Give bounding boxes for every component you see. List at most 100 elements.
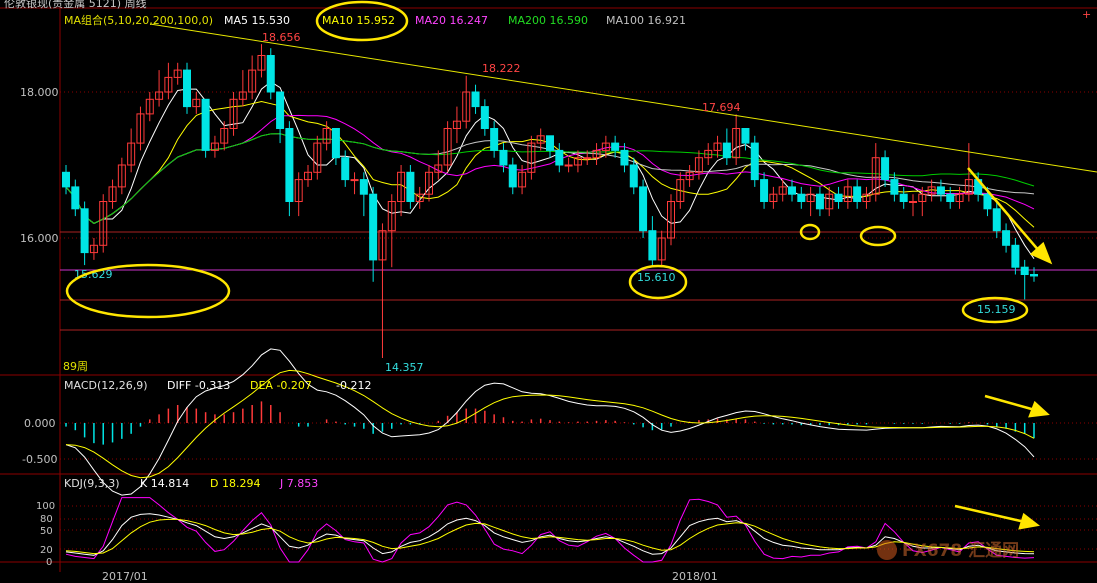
candle-body [890, 179, 899, 195]
kdj-j-line [65, 497, 1035, 563]
candle [99, 194, 108, 253]
candle-body [136, 113, 145, 144]
candle-body [685, 171, 694, 181]
candle-body [657, 237, 666, 261]
candle [155, 70, 164, 107]
candle-body [220, 128, 229, 144]
candle [909, 194, 917, 217]
candle [406, 165, 415, 209]
candle [1030, 267, 1038, 282]
candle-body [155, 91, 164, 100]
candle [881, 150, 890, 187]
candle-body [862, 193, 871, 202]
candle-body [443, 128, 452, 166]
watermark-text: FX678 汇通网 [902, 541, 1019, 561]
kdj-label: KDJ(9,3,3) [64, 477, 120, 490]
candle-body [667, 201, 675, 239]
candle [108, 179, 117, 209]
candle [201, 98, 210, 158]
candle-body [806, 193, 815, 202]
candle-body [462, 91, 471, 122]
candle-body [788, 186, 796, 195]
arrow-kdj-head [1018, 512, 1041, 530]
macd-y-tick-0: 0.000 [24, 417, 56, 430]
candle-body [936, 186, 945, 195]
candle [620, 143, 629, 173]
candle [80, 201, 89, 266]
candle [769, 186, 778, 209]
candle [369, 186, 378, 282]
candle [229, 92, 238, 136]
candle [127, 128, 136, 173]
candle [415, 186, 424, 209]
candle [583, 150, 592, 165]
candle [871, 143, 880, 202]
candle-body [750, 142, 759, 181]
candle [331, 128, 340, 165]
x-label-2018: 2018/01 [672, 570, 718, 583]
candle-body [359, 179, 368, 195]
highlight-marks [65, 0, 1029, 324]
macd-dea: DEA -0.207 [250, 379, 312, 392]
candle-body [564, 164, 573, 167]
candle [397, 165, 406, 217]
macd-dea-line [65, 369, 1035, 479]
candle-body [89, 244, 98, 254]
candle [62, 165, 70, 195]
candle-body [899, 193, 908, 202]
candle-body [732, 128, 741, 159]
expand-icon[interactable]: + [1082, 8, 1091, 21]
kdj-y-tick-80: 80 [40, 514, 53, 525]
candle [490, 121, 499, 158]
candle [648, 216, 657, 267]
highlight-small2-ellipse [859, 225, 897, 247]
candle-body [108, 186, 117, 202]
candle [257, 44, 266, 78]
ma200-value: MA200 16.590 [508, 14, 588, 27]
candle [741, 128, 750, 151]
candle-body [471, 91, 480, 108]
candle-body [71, 186, 80, 210]
candle [322, 121, 331, 151]
candle [499, 143, 508, 173]
candle [378, 223, 387, 358]
candle [964, 143, 973, 202]
candle-body [192, 98, 201, 108]
candle-body [583, 157, 592, 160]
candle-body [145, 98, 154, 115]
candle-body [741, 128, 750, 144]
ma20-value: MA20 16.247 [415, 14, 488, 27]
candle-body [722, 142, 731, 159]
candle [471, 84, 480, 114]
y-tick-18: 18.000 [20, 86, 59, 99]
watermark-logo-icon [877, 540, 897, 560]
candle [173, 62, 182, 85]
candle-body [1020, 266, 1029, 276]
candle [248, 55, 257, 100]
kdj-layer [65, 497, 1035, 563]
candle-body [62, 171, 70, 188]
candle [685, 165, 694, 187]
candle [117, 157, 126, 195]
candle [573, 150, 582, 173]
highlight-low3-ellipse [961, 296, 1029, 324]
highlight-small1-ellipse [799, 223, 821, 241]
candle [443, 121, 452, 173]
candle [145, 92, 154, 122]
candle [713, 135, 722, 158]
candle [508, 157, 517, 195]
annotation-high-18222: 18.222 [482, 62, 521, 75]
candle-body [406, 171, 415, 203]
candle-body [983, 193, 992, 210]
macd-label: MACD(12,26,9) [64, 379, 148, 392]
candle-body [918, 193, 927, 202]
candle-body [238, 91, 247, 100]
candle-body [313, 142, 322, 173]
candle [527, 135, 536, 180]
candle-body [173, 69, 182, 78]
candle [815, 186, 824, 217]
candle-body [778, 186, 787, 195]
candle [71, 179, 80, 217]
candle-body [546, 135, 554, 151]
macd-layer [65, 348, 1035, 496]
